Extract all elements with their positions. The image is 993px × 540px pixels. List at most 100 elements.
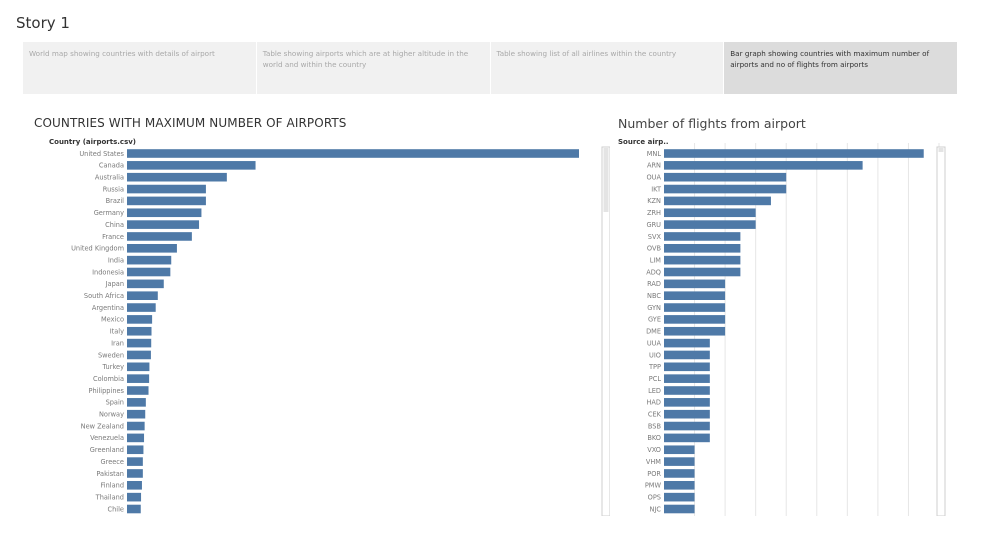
tick-label: France (102, 233, 124, 241)
tick-label: DME (646, 328, 661, 336)
bar (664, 184, 787, 194)
bar (664, 172, 787, 182)
tick-label: Venezuela (90, 434, 124, 442)
bar (664, 315, 726, 324)
tick-label: Philippines (88, 387, 124, 395)
tick-label: ADQ (646, 268, 661, 276)
tick-label: Colombia (93, 375, 124, 383)
tick-label: LIM (650, 256, 662, 264)
tick-label: BKO (647, 434, 661, 442)
tick-label: South Africa (84, 292, 124, 300)
tick-label: New Zealand (81, 422, 124, 430)
bar (127, 338, 152, 348)
tick-label: PCL (649, 375, 662, 383)
bar (127, 398, 146, 407)
bar (664, 338, 710, 348)
bar (664, 469, 695, 478)
flights-bar-chart: MNL ARN OUA IKT KZN ZRH GRU SVX OVB LIM ADQ RAD NBC G… (645, 143, 946, 516)
bar (127, 362, 150, 372)
bar (664, 421, 710, 431)
bar (127, 196, 206, 206)
bar (127, 409, 146, 419)
bar (127, 326, 152, 336)
tick-label: India (108, 256, 124, 264)
tick-label: Pakistan (96, 470, 124, 478)
tick-label: Germany (94, 209, 124, 217)
tick-label: OVB (647, 245, 662, 253)
tick-label: LED (648, 387, 661, 395)
bar (127, 433, 145, 443)
tick-label: MNL (647, 150, 662, 158)
field-header-country: Country (airports.csv) (49, 138, 137, 146)
tick-label: UUA (647, 339, 662, 347)
tick-label: Iran (111, 339, 124, 347)
bar (127, 421, 145, 431)
tick-label: VXO (647, 446, 661, 454)
tick-label: GRU (646, 221, 661, 229)
bar (127, 504, 141, 514)
tick-label: PMW (645, 482, 662, 490)
tick-label: Japan (105, 280, 124, 288)
bar (664, 149, 924, 158)
scrollbar-track (601, 146, 610, 516)
tick-label: United Kingdom (71, 245, 124, 253)
tick-label: IKT (651, 185, 662, 193)
story-point-bar-graph[interactable]: Bar graph showing countries with maximum… (724, 42, 958, 94)
bar (127, 303, 156, 312)
bar (664, 362, 710, 372)
bar (664, 326, 726, 336)
bar (127, 481, 142, 490)
scrollbar-thumb (603, 148, 609, 212)
tick-label: Sweden (98, 351, 124, 359)
bar (664, 504, 695, 514)
tick-label: China (105, 221, 124, 229)
story-point-world-map[interactable]: World map showing countries with details… (23, 42, 257, 94)
bar (664, 398, 710, 407)
tick-label: Turkey (102, 363, 125, 371)
tick-label: OPS (648, 493, 661, 501)
tick-label: RAD (647, 280, 661, 288)
tick-label: Spain (106, 399, 124, 407)
tick-label: ARN (647, 162, 661, 170)
bar (127, 279, 164, 289)
bar (664, 386, 710, 395)
tick-label: Thailand (95, 493, 124, 501)
tick-label: OUA (646, 174, 661, 182)
bar (127, 386, 149, 395)
scrollbar-track (936, 146, 946, 516)
scrollbar-thumb (938, 148, 944, 152)
tick-label: United States (79, 150, 124, 158)
bar (127, 232, 192, 241)
countries-bar-chart: United States Canada Australia Russia Brazil… (71, 146, 610, 516)
bar (664, 445, 695, 455)
bar (127, 172, 227, 182)
story-navigator: World map showing countries with details… (23, 42, 958, 94)
bar (664, 492, 695, 502)
bar (127, 350, 151, 360)
bar (664, 433, 710, 443)
tick-label: NBC (647, 292, 661, 300)
tick-label: CEK (648, 411, 662, 419)
tick-label: UIO (649, 351, 661, 359)
bar (664, 244, 741, 253)
bar (127, 457, 143, 466)
tick-label: Greece (101, 458, 124, 466)
tick-label: TPP (648, 363, 661, 371)
bar (664, 232, 741, 241)
story-title: Story 1 (16, 14, 70, 32)
tick-label: Italy (110, 328, 124, 336)
tick-label: ZRH (647, 209, 661, 217)
bar (664, 255, 741, 265)
bar (127, 184, 206, 194)
bar (127, 315, 153, 324)
story-point-altitude-table[interactable]: Table showing airports which are at high… (256, 42, 491, 94)
story-point-airlines-table[interactable]: Table showing list of all airlines withi… (490, 42, 725, 94)
tick-label: NJC (650, 505, 662, 513)
field-header-source-airport: Source airp.. (618, 138, 669, 146)
bar (664, 303, 726, 312)
tick-label: Canada (99, 162, 124, 170)
bar (664, 220, 756, 229)
tick-label: GYE (648, 316, 661, 324)
bar (127, 469, 143, 478)
bar (127, 161, 256, 170)
